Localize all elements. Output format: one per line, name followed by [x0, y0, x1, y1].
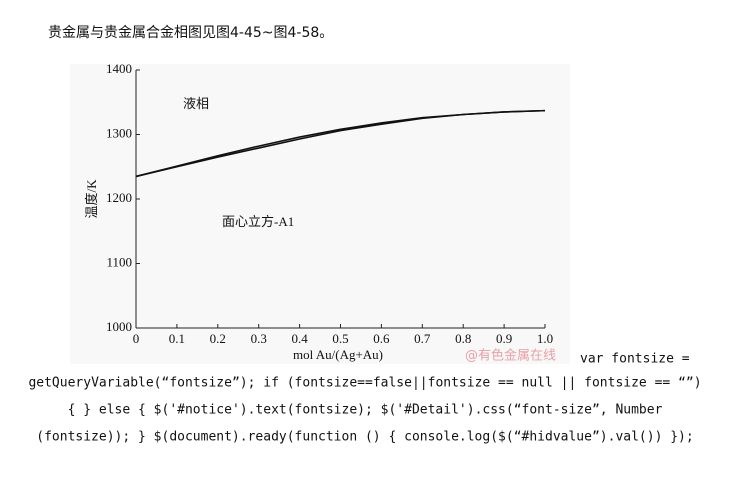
x-tick-label: 0.5	[332, 331, 348, 346]
y-tick-label: 1000	[106, 319, 132, 334]
x-tick-label: 0.6	[373, 331, 390, 346]
x-tick-label: 0.8	[455, 331, 471, 346]
figure-background	[70, 64, 570, 364]
heading: 贵金属与贵金属合金相图见图4-45~图4-58。	[48, 25, 333, 41]
y-tick-label: 1400	[106, 61, 132, 76]
code-line: { } else { $('#notice').text(fontsize); …	[68, 403, 663, 418]
y-tick-label: 1100	[106, 254, 132, 269]
annotation: 液相	[183, 96, 209, 111]
code-line: getQueryVariable(“fontsize”); if (fontsi…	[28, 376, 701, 391]
code-line: var fontsize =	[580, 352, 690, 367]
x-tick-label: 0.9	[496, 331, 512, 346]
code-line: (fontsize)); } $(document).ready(functio…	[36, 430, 693, 445]
x-tick-label: 0.3	[251, 331, 267, 346]
y-tick-label: 1300	[106, 125, 132, 140]
x-tick-label: 0.7	[414, 331, 431, 346]
y-tick-label: 1200	[106, 190, 132, 205]
curve	[135, 109, 546, 178]
x-tick-label: 0.4	[291, 331, 308, 346]
y-axis-label: 温度/K	[84, 179, 99, 219]
x-tick-label: 0	[133, 331, 140, 346]
x-tick-label: 0.1	[169, 331, 185, 346]
x-axis-label: mol Au/(Ag+Au)	[293, 347, 383, 362]
x-tick-label: 0.2	[210, 331, 226, 346]
annotation: 面心立方-A1	[222, 214, 294, 229]
x-tick-label: 1.0	[537, 331, 553, 346]
watermark: @有色金属在线	[465, 348, 556, 364]
